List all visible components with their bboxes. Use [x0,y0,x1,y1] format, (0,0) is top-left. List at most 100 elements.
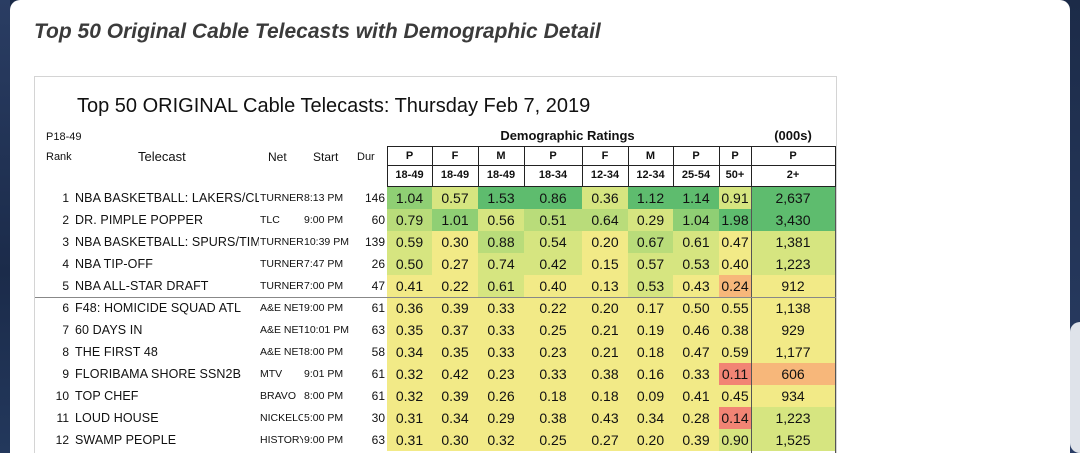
network-cell: TURNER [260,236,303,248]
network-cell: TURNER [260,192,303,204]
network-cell: TURNER [260,258,303,270]
rank-cell: 9 [62,367,69,381]
rating-cell: 0.33 [524,363,582,385]
start-time-cell: 9:00 PM [304,302,344,314]
rank-cell: 2 [62,213,69,227]
start-time-cell: 9:01 PM [304,368,344,380]
rating-cell: 0.35 [387,319,432,341]
start-time-cell: 7:47 PM [304,258,344,270]
rating-cell: 934 [751,385,835,407]
rating-cell: 3,430 [751,209,835,231]
rating-cell: 0.23 [478,363,524,385]
duration-cell: 139 [364,235,385,249]
rating-cell: 1.12 [628,187,673,209]
rating-cell: 0.18 [582,385,628,407]
rating-cell: 0.24 [719,275,751,297]
rating-cell: 0.39 [432,297,478,319]
rating-cell: 0.39 [432,385,478,407]
rating-cell: 0.30 [432,429,478,451]
rank-cell: 5 [62,279,69,293]
start-time-cell: 9:00 PM [304,214,344,226]
telecast-cell: NBA BASKETBALL: LAKERS/CLIPPERS [75,191,259,205]
header-divider [478,146,479,187]
rating-cell: 0.54 [524,231,582,253]
rating-cell: 0.47 [673,341,719,363]
table-row: 3 NBA BASKETBALL: SPURS/TIMBERWOLVESTURNE… [35,231,836,253]
telecast-cell: 60 DAYS IN [75,323,143,337]
rank-cell: 12 [55,433,69,447]
header-divider [628,146,629,187]
table-row: 1 NBA BASKETBALL: LAKERS/CLIPPERSTURNER8:… [35,187,836,209]
rating-cell: 0.32 [478,429,524,451]
header-divider [432,146,433,187]
rating-cell: 0.20 [582,231,628,253]
rating-cell: 1,138 [751,297,835,319]
rating-cell: 0.33 [478,319,524,341]
rating-cell: 0.25 [524,429,582,451]
telecast-cell: F48: HOMICIDE SQUAD ATL [75,301,241,315]
rating-cell: 0.59 [719,341,751,363]
rating-cell: 0.11 [719,363,751,385]
rating-cell: 0.17 [628,297,673,319]
rating-cell: 0.21 [582,341,628,363]
net-header: Net [268,150,287,164]
column-age-2: 18-49 [486,169,516,181]
rank-cell: 10 [55,389,69,403]
telecast-header: Telecast [138,149,186,164]
column-age-0: 18-49 [395,169,424,181]
network-cell: MTV [260,368,283,380]
demographic-ratings-header: Demographic Ratings [500,128,635,143]
rating-cell: 0.23 [524,341,582,363]
rating-cell: 1.04 [387,187,432,209]
start-time-cell: 8:00 PM [304,390,344,402]
rating-cell: 0.33 [478,341,524,363]
rating-cell: 0.38 [524,407,582,429]
duration-cell: 47 [371,279,385,293]
table-row: 12 SWAMP PEOPLE HISTORY 9:00 PM 63 0.31 0.30 0.… [35,429,836,451]
rating-cell: 0.86 [524,187,582,209]
rating-cell: 0.29 [628,209,673,231]
rating-cell: 0.34 [432,407,478,429]
rating-cell: 0.22 [524,297,582,319]
start-header: Start [313,150,339,164]
start-time-cell: 7:00 PM [304,280,344,292]
start-time-cell: 10:39 PM [304,236,349,248]
telecast-cell: LOUD HOUSE [75,411,159,425]
background-left-edge [0,0,10,453]
table-row: 7 60 DAYS IN A&E NET 10:01 PM 63 0.35 0.37 0.33… [35,319,836,341]
rating-cell: 0.20 [582,297,628,319]
rating-cell: 0.15 [582,253,628,275]
rating-cell: 1.14 [673,187,719,209]
telecast-cell: TOP CHEF [75,389,139,403]
table-row: 9 FLORIBAMA SHORE SSN2B MTV 9:01 PM 61 0.32 0.… [35,363,836,385]
row-group-separator [35,297,836,298]
rating-cell: 0.56 [478,209,524,231]
rank-cell: 7 [62,323,69,337]
network-cell: A&E NET [260,302,303,314]
header-rule [751,146,836,147]
column-age-3: 18-34 [538,169,568,181]
rank-cell: 1 [62,191,69,205]
rating-cell: 0.61 [673,231,719,253]
rating-cell: 1,381 [751,231,835,253]
network-cell: A&E NET [260,346,303,358]
duration-cell: 26 [371,257,385,271]
duration-cell: 61 [371,389,385,403]
rating-cell: 0.32 [387,363,432,385]
scrollbar-thumb[interactable] [1070,322,1080,453]
rating-cell: 0.14 [719,407,751,429]
rating-cell: 0.41 [387,275,432,297]
rating-cell: 0.79 [387,209,432,231]
column-code-5: M [645,150,656,162]
column-divider [835,187,836,453]
column-code-7: P [731,150,739,162]
rating-cell: 0.26 [478,385,524,407]
rating-cell: 0.31 [387,429,432,451]
rating-cell: 1.98 [719,209,751,231]
rating-cell: 0.36 [387,297,432,319]
article-card: Top 50 Original Cable Telecasts with Dem… [10,0,1070,453]
rating-cell: 0.18 [628,341,673,363]
rating-cell: 1.53 [478,187,524,209]
header-divider [751,146,752,187]
header-divider [387,146,388,187]
